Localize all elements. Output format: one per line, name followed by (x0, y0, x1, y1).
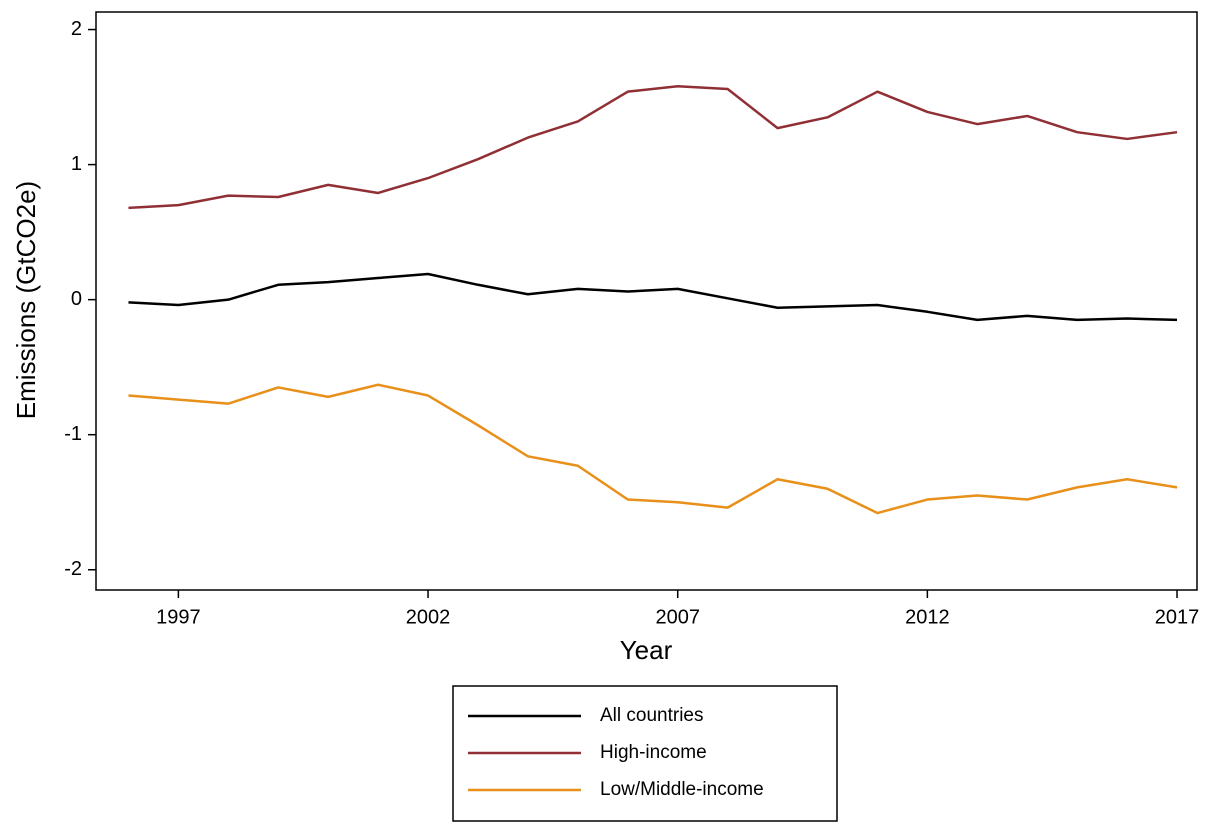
plot-frame (95, 11, 1198, 591)
legend-text: High-income (600, 742, 707, 763)
y-axis-title: Emissions (GtCO2e) (11, 181, 41, 419)
y-tick-label: 2 (71, 18, 82, 40)
y-tick-label: -2 (64, 558, 82, 580)
legend-text: All countries (600, 705, 704, 726)
series-line (128, 383, 1178, 515)
x-tick-label: 2002 (406, 606, 451, 628)
x-tick-label: 2012 (905, 606, 950, 628)
x-tick-label: 1997 (156, 606, 201, 628)
y-tick-label: -1 (64, 423, 82, 445)
y-tick-label: 0 (71, 288, 82, 310)
x-tick-label: 2017 (1155, 606, 1200, 628)
series-line (128, 85, 1178, 210)
series-line (128, 272, 1178, 322)
legend-box (452, 685, 838, 822)
legend-text: Low/Middle-income (600, 779, 764, 800)
y-tick-label: 1 (71, 153, 82, 175)
x-tick-label: 2007 (655, 606, 700, 628)
x-axis-title: Year (620, 635, 673, 665)
